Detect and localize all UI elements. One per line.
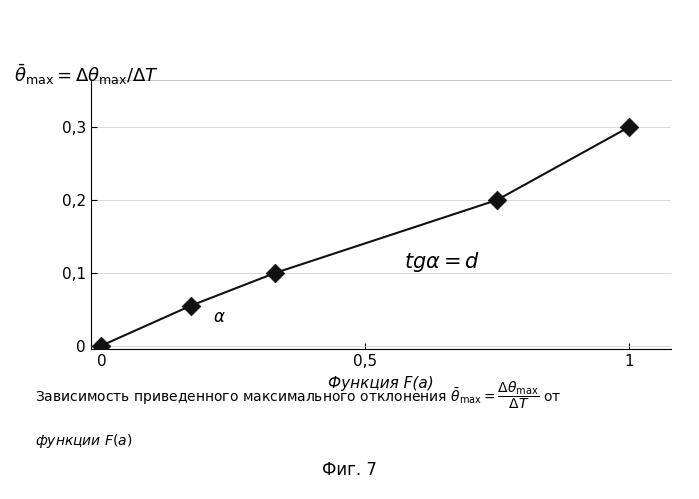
Text: Зависимость приведенного максимального отклонения $\bar{\theta}_{\mathrm{max}} =: Зависимость приведенного максимального о… <box>35 379 561 411</box>
Text: $\alpha$: $\alpha$ <box>212 308 225 326</box>
Text: Фиг. 7: Фиг. 7 <box>322 461 377 479</box>
Point <box>624 123 635 131</box>
X-axis label: Функция F(a): Функция F(a) <box>328 376 434 391</box>
Text: $\bar{\theta}_{\mathrm{max}} = \Delta\theta_{\mathrm{max}}/\Delta T$: $\bar{\theta}_{\mathrm{max}} = \Delta\th… <box>14 62 159 87</box>
Point <box>270 269 281 277</box>
Point <box>96 342 107 350</box>
Point <box>491 196 503 204</box>
Text: $tg\alpha = d$: $tg\alpha = d$ <box>404 250 480 274</box>
Text: функции $F(a)$: функции $F(a)$ <box>35 432 132 450</box>
Point <box>185 301 196 309</box>
